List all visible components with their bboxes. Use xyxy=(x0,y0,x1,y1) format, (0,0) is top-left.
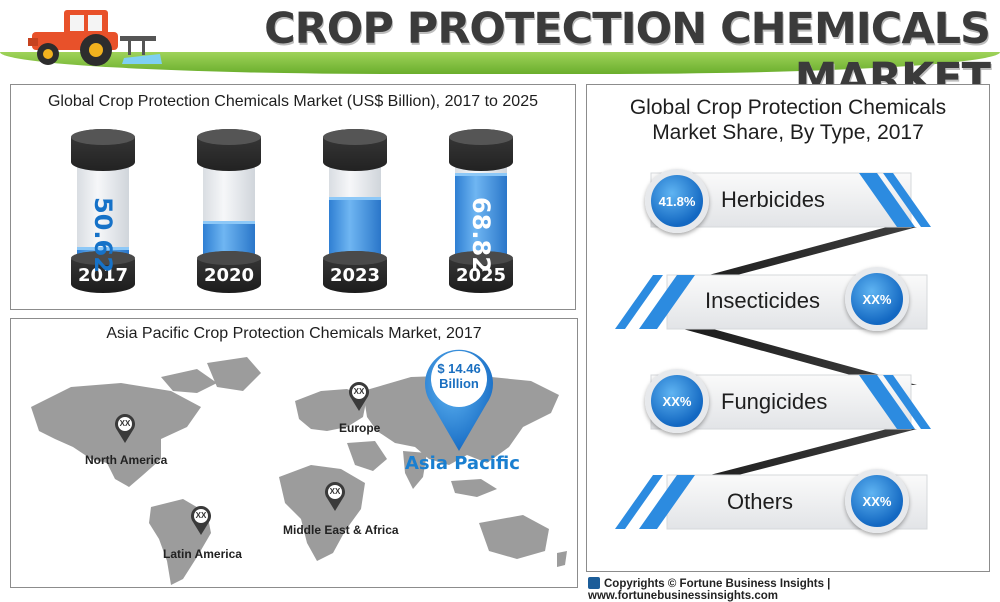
tube-glass xyxy=(455,159,507,259)
fungicides-label: Fungicides xyxy=(721,389,828,414)
footer-text: Copyrights © Fortune Business Insights |… xyxy=(588,578,831,602)
tube-cap xyxy=(197,129,261,171)
tractor-icon xyxy=(28,10,162,66)
europe-pin-icon: XX xyxy=(347,381,371,411)
north-america-pin-icon: XX xyxy=(113,413,137,443)
global-market-panel: Global Crop Protection Chemicals Market … xyxy=(10,84,576,310)
share-title-line1: Global Crop Protection Chemicals xyxy=(629,96,947,119)
asia-pacific-label: Asia Pacific xyxy=(405,453,520,474)
asia-pacific-unit: Billion xyxy=(439,376,479,391)
fungicides-share-badge: XX% xyxy=(645,369,709,433)
asia-pacific-amount: $ 14.46 xyxy=(437,361,481,376)
insecticides-label: Insecticides xyxy=(705,288,820,313)
tube-value-label: 50.62 xyxy=(89,197,117,273)
tube-2020: 2020 xyxy=(197,129,261,295)
map-title: Asia Pacific Crop Protection Chemicals M… xyxy=(106,325,482,342)
tube-year-label: 2025 xyxy=(455,265,507,286)
page-title: CROP PROTECTION CHEMICALS MARKET xyxy=(264,4,991,104)
asia-pacific-value: $ 14.46 Billion xyxy=(419,361,499,391)
tube-base xyxy=(71,251,135,293)
europe-value: XX xyxy=(353,387,365,396)
tube-cap xyxy=(323,129,387,171)
tube-cap xyxy=(71,129,135,171)
grass-strip xyxy=(0,52,1000,74)
tube-glass xyxy=(329,159,381,259)
tube-base xyxy=(449,251,513,293)
header-banner: CROP PROTECTION CHEMICALS MARKET xyxy=(0,0,1000,104)
tube-base xyxy=(323,251,387,293)
tube-2023: 2023 xyxy=(323,129,387,295)
asia-pacific-pin-icon: $ 14.46 Billion xyxy=(419,341,499,451)
tube-base xyxy=(197,251,261,293)
copyright-footer: Copyrights © Fortune Business Insights |… xyxy=(588,577,1000,602)
share-title-line2: Market Share, By Type, 2017 xyxy=(652,121,924,144)
market-share-panel: Global Crop Protection Chemicals Market … xyxy=(586,84,990,572)
latin-america-pin-icon: XX xyxy=(189,505,213,535)
global-chart-title: Global Crop Protection Chemicals Market … xyxy=(47,93,538,110)
share-title: Global Crop Protection Chemicals Market … xyxy=(587,95,989,145)
tube-2017: 2017 50.62 xyxy=(71,129,135,295)
asia-pacific-map-panel: Asia Pacific Crop Protection Chemicals M… xyxy=(10,318,578,588)
tube-fill-2023 xyxy=(329,197,381,259)
tube-2025: 2025 68.82 xyxy=(449,129,513,295)
tube-cap xyxy=(449,129,513,171)
middle-east-africa-label: Middle East & Africa xyxy=(283,523,399,537)
middle-east-africa-pin-icon: XX xyxy=(323,481,347,511)
middle-east-africa-value: XX xyxy=(329,487,341,496)
north-america-value: XX xyxy=(119,419,131,428)
tube-value-label: 68.82 xyxy=(467,197,495,273)
fbi-logo-icon xyxy=(588,577,600,589)
tube-year-label: 2017 xyxy=(77,265,129,286)
tube-glass xyxy=(203,159,255,259)
herbicides-label: Herbicides xyxy=(721,187,825,212)
latin-america-label: Latin America xyxy=(163,547,242,561)
latin-america-value: XX xyxy=(195,511,207,520)
tube-year-label: 2020 xyxy=(203,265,255,286)
others-label: Others xyxy=(727,489,794,514)
europe-label: Europe xyxy=(339,421,381,435)
others-share-badge: XX% xyxy=(845,469,909,533)
north-america-label: North America xyxy=(85,453,168,467)
insecticides-share-badge: XX% xyxy=(845,267,909,331)
tube-year-label: 2023 xyxy=(329,265,381,286)
tube-fill-2025 xyxy=(455,173,507,259)
herbicides-share-badge: 41.8% xyxy=(645,169,709,233)
